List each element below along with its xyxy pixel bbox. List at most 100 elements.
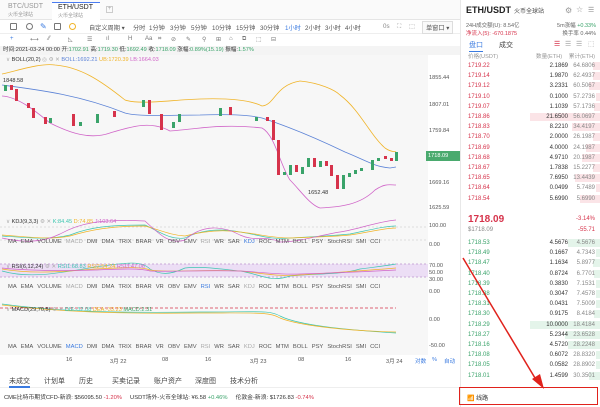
- ind-dma[interactable]: DMA: [101, 284, 115, 290]
- ask-row[interactable]: 1718.83 8.2210 34.4197: [461, 122, 600, 132]
- settings-icon[interactable]: [26, 23, 33, 30]
- bid-row[interactable]: 1718.16 4.5720 28.2248: [461, 340, 600, 350]
- ask-row[interactable]: 1718.69 4.0000 24.1987: [461, 143, 600, 153]
- tab-eth-usdt[interactable]: ETH/USDT 火币全球站: [52, 2, 100, 20]
- ask-row[interactable]: 1718.70 2.0000 26.1987: [461, 132, 600, 142]
- view-both-icon[interactable]: ☰: [554, 41, 561, 48]
- ind-emv[interactable]: EMV: [184, 239, 197, 245]
- ind-trix[interactable]: TRIX: [118, 344, 132, 350]
- ind-obv[interactable]: OBV: [167, 344, 180, 350]
- ask-row[interactable]: 1718.65 7.6950 13.4439: [461, 173, 600, 183]
- bid-row[interactable]: 1718.31 0.0431 7.5009: [461, 299, 600, 309]
- ind-cci[interactable]: CCI: [370, 284, 381, 290]
- ind-smi[interactable]: SMI: [355, 344, 367, 350]
- ind-mtm[interactable]: MTM: [275, 284, 289, 290]
- tab-trades[interactable]: 成交: [499, 42, 513, 49]
- menu-icon[interactable]: ☰: [588, 7, 595, 14]
- auto-scale-toggle[interactable]: 自动: [444, 359, 456, 365]
- period-15m[interactable]: 15分钟: [236, 25, 256, 32]
- bid-row[interactable]: 1718.01 1.4599 30.3501: [461, 371, 600, 381]
- ind-roc[interactable]: ROC: [258, 239, 272, 245]
- ask-row[interactable]: 1718.67 1.7838 15.2277: [461, 163, 600, 173]
- clock-icon[interactable]: [69, 23, 76, 30]
- ind-vr[interactable]: VR: [155, 344, 164, 350]
- view-asks-icon[interactable]: ☰: [565, 41, 572, 48]
- tab-open-orders[interactable]: 未成交: [9, 376, 30, 388]
- ind-cci[interactable]: CCI: [370, 239, 381, 245]
- ind-vr[interactable]: VR: [155, 239, 164, 245]
- ind-kdj[interactable]: KDJ: [243, 239, 255, 245]
- ind-rsi[interactable]: RSI: [200, 344, 211, 350]
- log-scale-toggle[interactable]: 对数: [415, 359, 427, 365]
- ind-roc[interactable]: ROC: [258, 344, 272, 350]
- text-tool-icon[interactable]: Aa: [145, 36, 153, 42]
- period-3h[interactable]: 3小时: [325, 25, 341, 32]
- period-1h[interactable]: 1小时: [285, 25, 301, 32]
- draw-pen-icon[interactable]: ✎: [40, 22, 47, 31]
- bid-row[interactable]: 1718.30 0.9175 8.4184: [461, 309, 600, 319]
- horizontal-line-tool-icon[interactable]: ⟷: [30, 37, 39, 43]
- price-axis[interactable]: 1855.44 1807.01 1759.84 1669.16 1625.59 …: [428, 55, 460, 355]
- ind-mtm[interactable]: MTM: [275, 344, 289, 350]
- view-bids-icon[interactable]: ☰: [576, 41, 583, 48]
- bid-row[interactable]: 1718.27 5.2344 23.6528: [461, 330, 600, 340]
- bid-row[interactable]: 1718.47 1.1634 5.8977: [461, 258, 600, 268]
- ind-sar[interactable]: SAR: [227, 344, 240, 350]
- ind-kdj[interactable]: KDJ: [243, 284, 255, 290]
- tab-depth-chart[interactable]: 深度图: [195, 378, 216, 385]
- ind-trix[interactable]: TRIX: [118, 239, 132, 245]
- ind-brar[interactable]: BRAR: [135, 239, 152, 245]
- ind-emv[interactable]: EMV: [184, 284, 197, 290]
- tab-account-assets[interactable]: 账户资产: [154, 378, 182, 385]
- copy-icon[interactable]: ⧉: [242, 36, 247, 42]
- ind-stochrsi[interactable]: StochRSI: [327, 344, 352, 350]
- ruler-icon[interactable]: ✎: [186, 37, 192, 43]
- ask-row[interactable]: 1719.12 3.2331 60.5067: [461, 81, 600, 91]
- ind-dmi[interactable]: DMI: [86, 344, 98, 350]
- ask-row[interactable]: 1719.22 2.1869 64.6806: [461, 61, 600, 71]
- fullscreen-icon[interactable]: ⛶: [397, 23, 402, 30]
- time-axis[interactable]: 16 3月 22 08 16 3月 23 08 16 3月 24 对数 % 自动: [66, 357, 456, 365]
- settings-icon[interactable]: ⚙: [565, 6, 573, 15]
- ind-rsi[interactable]: RSI: [200, 239, 211, 245]
- period-timeshare[interactable]: 分时: [133, 25, 146, 32]
- ind-dma[interactable]: DMA: [101, 344, 115, 350]
- ind-dmi[interactable]: DMI: [86, 284, 98, 290]
- ask-row[interactable]: 1719.10 0.1000 57.2736: [461, 92, 600, 102]
- ind-ma[interactable]: MA: [8, 239, 17, 245]
- ask-row[interactable]: 1718.54 5.6990 5.6990: [461, 194, 600, 204]
- measure-tool-icon[interactable]: H: [128, 36, 133, 42]
- add-tab-button[interactable]: +: [106, 6, 113, 13]
- period-30m[interactable]: 30分钟: [260, 25, 280, 32]
- ind-trix[interactable]: TRIX: [118, 284, 132, 290]
- ind-brar[interactable]: BRAR: [135, 344, 152, 350]
- tab-trade-records[interactable]: 买卖记录: [112, 378, 140, 385]
- ask-row[interactable]: 1718.86 21.6500 56.0697: [461, 112, 600, 122]
- magnet-icon[interactable]: ⚲: [202, 37, 207, 43]
- ind-ema[interactable]: EMA: [20, 239, 34, 245]
- ind-volume[interactable]: VOLUME: [37, 344, 62, 350]
- ind-obv[interactable]: OBV: [167, 284, 180, 290]
- ind-sar[interactable]: SAR: [227, 239, 240, 245]
- ind-wr[interactable]: WR: [214, 239, 224, 245]
- depth-icon[interactable]: ⬚: [588, 41, 595, 48]
- tab-plan-orders[interactable]: 计划单: [44, 378, 65, 385]
- indicator-icon[interactable]: [10, 23, 17, 30]
- ask-row[interactable]: 1719.14 1.9870 62.4937: [461, 71, 600, 81]
- bid-row[interactable]: 1718.29 10.0000 18.4184: [461, 320, 600, 330]
- ind-emv[interactable]: EMV: [184, 344, 197, 350]
- ind-stochrsi[interactable]: StochRSI: [327, 284, 352, 290]
- ind-sar[interactable]: SAR: [227, 284, 240, 290]
- bid-row[interactable]: 1718.08 0.6072 28.8320: [461, 350, 600, 360]
- ind-cci[interactable]: CCI: [370, 344, 381, 350]
- ind-ma[interactable]: MA: [8, 344, 17, 350]
- ind-vr[interactable]: VR: [155, 284, 164, 290]
- tab-orderbook[interactable]: 盘口: [469, 40, 483, 52]
- connection-status[interactable]: 📶 线路: [467, 396, 489, 402]
- bid-row[interactable]: 1718.49 0.1667 4.7343: [461, 248, 600, 258]
- bid-row[interactable]: 1718.05 0.0582 28.8902: [461, 360, 600, 370]
- period-1m[interactable]: 1分钟: [149, 25, 165, 32]
- ind-rsi[interactable]: RSI: [200, 284, 211, 290]
- ind-ema[interactable]: EMA: [20, 284, 34, 290]
- period-10m[interactable]: 10分钟: [212, 25, 232, 32]
